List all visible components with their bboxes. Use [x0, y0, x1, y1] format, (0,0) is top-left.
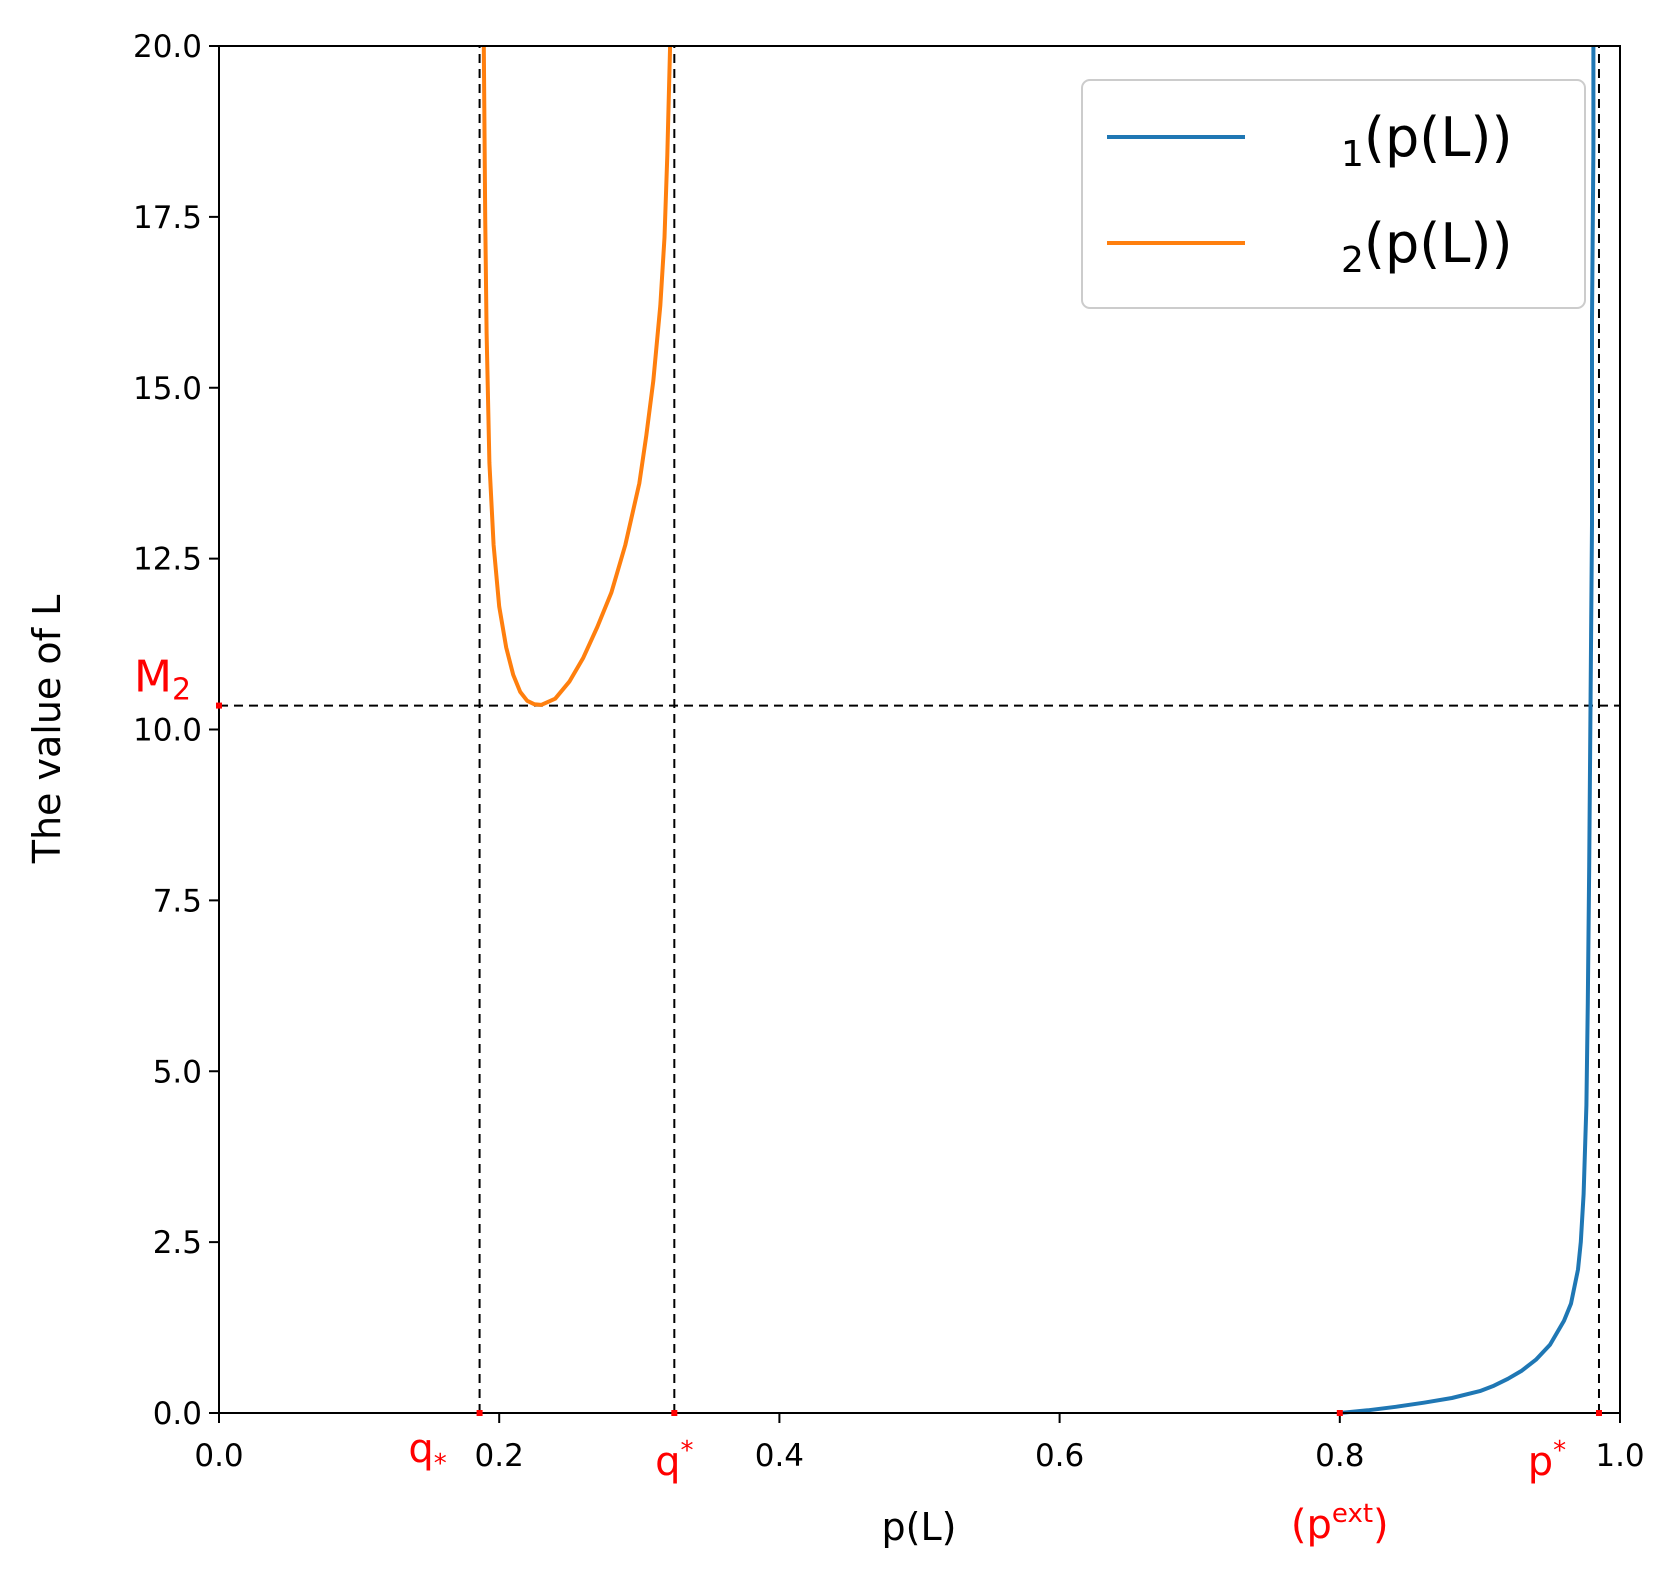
x-axis-annotation-2: (pext) [1291, 1499, 1389, 1548]
y-tick-label: 10.0 [133, 713, 202, 749]
legend-entry-2: 2(p(L)) [1341, 212, 1513, 281]
axis-ticks: 0.0 0.2 0.4 0.6 0.8 1.0 0.0 2.5 5.0 7.5 10.0 12.5 15… [133, 29, 1645, 1474]
annotation-superscript: * [681, 1436, 694, 1466]
x-axis-marker-dot [1336, 1410, 1343, 1416]
annotation-subscript: * [434, 1449, 447, 1479]
x-axis-marker-dot [476, 1410, 483, 1416]
x-axis-label: p(L) [882, 1505, 957, 1549]
legend-label: (p(L)) [1364, 106, 1513, 169]
x-axis-annotation-0: q* [408, 1426, 446, 1479]
x-tick-label: 1.0 [1595, 1438, 1644, 1474]
annotation-superscript: * [1553, 1436, 1566, 1466]
y-tick-label: 20.0 [133, 29, 202, 65]
annotation-main: (p [1291, 1502, 1332, 1548]
y-axis-label: The value of L [25, 595, 69, 865]
y-tick-label: 17.5 [133, 200, 202, 236]
annotation-superscript: ext [1332, 1499, 1373, 1529]
x-tick-label: 0.8 [1315, 1438, 1364, 1474]
plot-area [219, 45, 1620, 1415]
annotation-subscript: 2 [172, 673, 191, 708]
legend-entry-1: 1(p(L)) [1341, 106, 1513, 175]
x-tick-label: 0.2 [475, 1438, 524, 1474]
y-tick-label: 0.0 [153, 1396, 202, 1432]
y-tick-label: 12.5 [133, 542, 202, 578]
legend: 1(p(L))2(p(L)) [1081, 79, 1586, 309]
annotation-main: q [408, 1426, 433, 1472]
legend-subscript: 1 [1341, 134, 1364, 175]
x-tick-label: 0.0 [194, 1438, 243, 1474]
x-axis-annotation-3: p* [1528, 1436, 1566, 1485]
annotation-marks: q* q*(pext)p*M2 [134, 652, 1602, 1548]
y-axis-marker-dot [216, 702, 222, 709]
x-tick-label: 0.4 [755, 1438, 804, 1474]
y-tick-label: 7.5 [153, 883, 202, 919]
y-tick-label: 15.0 [133, 371, 202, 407]
y-tick-label: 2.5 [153, 1225, 202, 1261]
annotation-close: ) [1373, 1502, 1389, 1548]
series-line-2 [481, 45, 673, 707]
x-axis-annotation-1: q* [655, 1436, 693, 1485]
legend-subscript: 2 [1341, 240, 1364, 281]
series-line-1 [1339, 46, 1596, 1415]
y-tick-label: 5.0 [153, 1054, 202, 1090]
legend-label: (p(L)) [1364, 212, 1513, 275]
annotation-main: M [134, 652, 172, 703]
x-axis-marker-dot [671, 1410, 678, 1416]
y-axis-annotation-0: M2 [134, 652, 191, 708]
annotation-main: p [1528, 1439, 1553, 1485]
x-axis-marker-dot [1595, 1410, 1602, 1416]
x-tick-label: 0.6 [1035, 1438, 1084, 1474]
annotation-main: q [655, 1439, 680, 1485]
